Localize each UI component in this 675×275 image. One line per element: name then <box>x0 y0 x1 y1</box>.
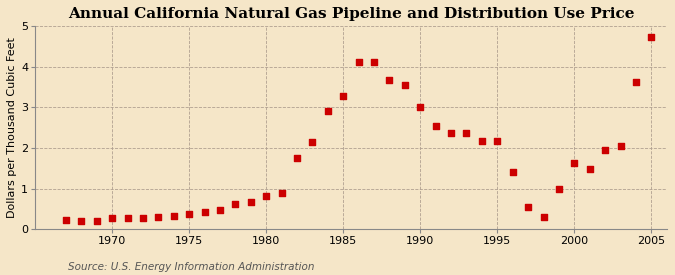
Point <box>338 94 349 99</box>
Point <box>276 191 287 196</box>
Point <box>522 205 533 209</box>
Title: Annual California Natural Gas Pipeline and Distribution Use Price: Annual California Natural Gas Pipeline a… <box>68 7 634 21</box>
Point <box>169 213 180 218</box>
Point <box>384 78 395 82</box>
Point <box>569 161 580 166</box>
Point <box>461 130 472 135</box>
Point <box>230 201 241 206</box>
Point <box>646 35 657 39</box>
Point <box>76 219 87 223</box>
Text: Source: U.S. Energy Information Administration: Source: U.S. Energy Information Administ… <box>68 262 314 272</box>
Point <box>508 170 518 175</box>
Point <box>122 216 133 220</box>
Point <box>630 80 641 84</box>
Point <box>307 140 318 144</box>
Point <box>199 210 210 214</box>
Point <box>430 123 441 128</box>
Point <box>415 104 426 109</box>
Point <box>61 218 72 222</box>
Point <box>261 194 271 198</box>
Point <box>292 156 302 160</box>
Point <box>153 215 164 219</box>
Point <box>492 139 503 143</box>
Point <box>138 216 148 220</box>
Point <box>477 139 487 143</box>
Point <box>400 83 410 87</box>
Point <box>554 187 564 192</box>
Y-axis label: Dollars per Thousand Cubic Feet: Dollars per Thousand Cubic Feet <box>7 37 17 218</box>
Point <box>323 108 333 113</box>
Point <box>538 215 549 219</box>
Point <box>215 208 225 213</box>
Point <box>246 199 256 204</box>
Point <box>599 148 610 152</box>
Point <box>585 167 595 171</box>
Point <box>107 216 117 220</box>
Point <box>615 144 626 148</box>
Point <box>353 60 364 64</box>
Point <box>91 219 102 223</box>
Point <box>369 60 379 64</box>
Point <box>446 130 456 135</box>
Point <box>184 211 194 216</box>
